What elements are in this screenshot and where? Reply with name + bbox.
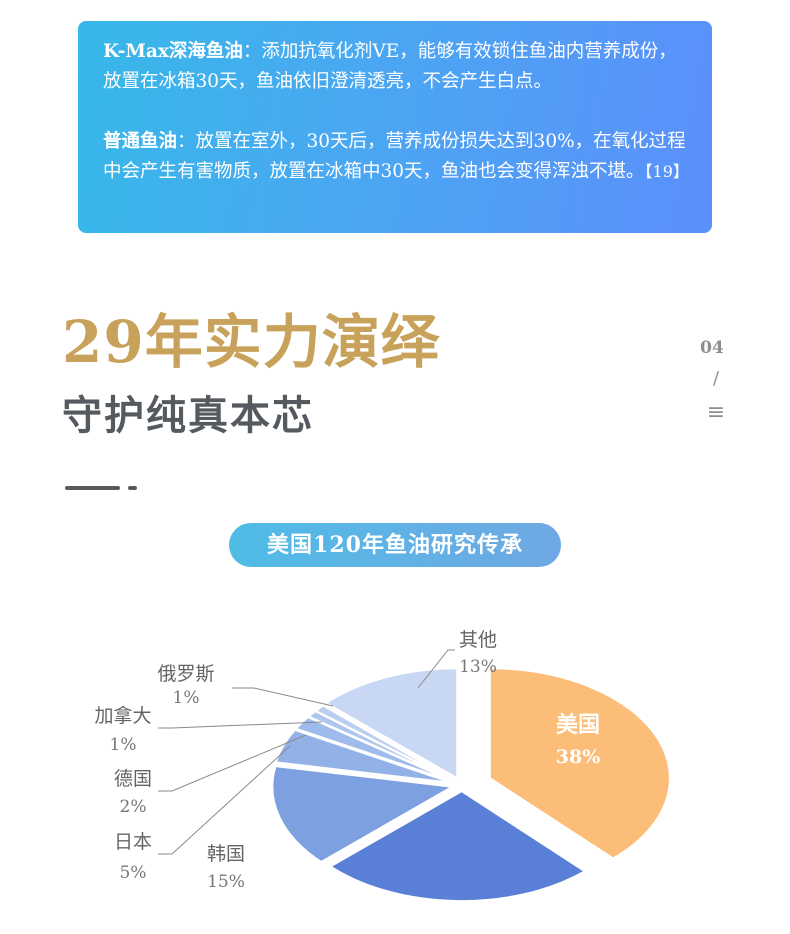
- pie-slice-俄罗斯: [313, 704, 455, 782]
- page-number: 04: [700, 338, 724, 358]
- slice-label-德国: 德国: [114, 768, 152, 790]
- slice-value-俄罗斯: 1%: [173, 688, 200, 708]
- kmax-title: K-Max深海鱼油: [103, 41, 243, 62]
- slice-value-其他: 13%: [459, 657, 497, 677]
- leader-line-加拿大: [158, 721, 323, 729]
- divider-dot: [128, 486, 137, 490]
- heading-primary: 29年实力演绎: [62, 308, 440, 376]
- pie-slice-日本: [274, 728, 453, 784]
- research-heritage-badge: 美国120年鱼油研究传承: [229, 523, 561, 567]
- heading-secondary: 守护纯真本芯: [62, 392, 314, 439]
- regular-title: 普通鱼油: [103, 131, 178, 152]
- pie-slice-其他: [324, 667, 459, 780]
- pie-slice-韩国: [271, 765, 456, 864]
- regular-paragraph: 普通鱼油：放置在室外，30天后，营养成份损失达到30%，在氧化过程中会产生有害物…: [103, 127, 690, 187]
- page-slash: /: [712, 368, 720, 389]
- kmax-paragraph: K-Max深海鱼油：添加抗氧化剂VE，能够有效锁住鱼油内营养成份，放置在冰箱30…: [103, 37, 690, 97]
- slice-value-德国: 2%: [120, 797, 147, 817]
- slice-value-美国: 38%: [556, 746, 601, 768]
- reference-mark: 【19】: [644, 162, 689, 181]
- pie-slice-美国: [488, 667, 671, 860]
- leader-line-其他: [417, 649, 455, 689]
- slice-label-俄罗斯: 俄罗斯: [157, 663, 214, 685]
- slice-value-韩国: 15%: [207, 872, 245, 892]
- slice-label-日本: 日本: [114, 831, 152, 853]
- slice-label-韩国: 韩国: [207, 843, 245, 865]
- divider-line: [65, 486, 120, 490]
- pie-chart: 美国 38% 韩国 15% 日本 5% 德国 2% 加拿大 1% 俄罗斯 1% 其他 13%: [94, 629, 671, 903]
- slice-label-加拿大: 加拿大: [94, 704, 151, 727]
- info-box: K-Max深海鱼油：添加抗氧化剂VE，能够有效锁住鱼油内营养成份，放置在冰箱30…: [78, 21, 712, 233]
- slice-value-加拿大: 1%: [110, 735, 137, 755]
- slice-label-美国: 美国: [556, 712, 600, 738]
- leader-line-日本: [158, 745, 291, 855]
- regular-text: ：放置在室外，30天后，营养成份损失达到30%，在氧化过程中会产生有害物质，放置…: [103, 131, 686, 182]
- leader-line-俄罗斯: [232, 687, 334, 707]
- slice-label-其他: 其他: [459, 629, 497, 651]
- pie-slice-slice-1: [328, 789, 587, 903]
- menu-icon: ≡: [706, 400, 726, 425]
- leader-line-德国: [158, 734, 307, 792]
- kmax-text: ：添加抗氧化剂VE，能够有效锁住鱼油内营养成份，放置在冰箱30天，鱼油依旧澄清透…: [103, 41, 677, 92]
- slice-value-日本: 5%: [120, 863, 147, 883]
